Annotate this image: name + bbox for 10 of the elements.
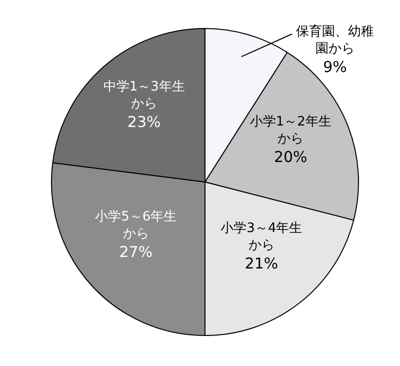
slice-label: 保育園、幼稚園から bbox=[296, 23, 374, 56]
data-label: 27% bbox=[119, 242, 153, 261]
data-label: 20% bbox=[274, 148, 308, 166]
slice-label: 中学1～3年生から bbox=[103, 79, 185, 112]
data-label: 21% bbox=[244, 254, 278, 273]
slice-label: 小学3～4年生から bbox=[220, 221, 302, 254]
slice-label: 小学5～6年生から bbox=[95, 209, 177, 242]
data-label: 23% bbox=[127, 112, 161, 131]
slice-label: 小学1～2年生から bbox=[250, 114, 332, 146]
data-label: 9% bbox=[323, 58, 347, 76]
